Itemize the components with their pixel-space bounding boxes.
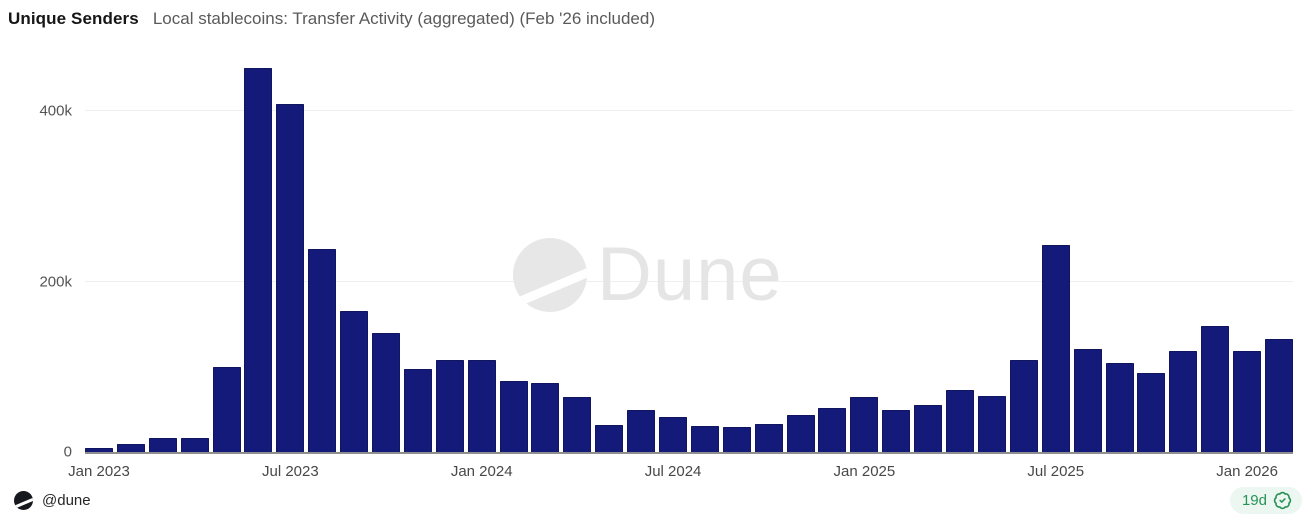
y-tick-0: 0 <box>63 443 72 461</box>
bar-jan-2025[interactable] <box>850 397 879 452</box>
bar-oct-2024[interactable] <box>754 423 783 452</box>
account-link[interactable]: @dune <box>14 490 91 510</box>
bar-jun-2023[interactable] <box>244 68 273 452</box>
freshness-badge-label: 19d <box>1241 491 1267 509</box>
gridline-200k <box>85 280 1293 282</box>
bar-dec-2025[interactable] <box>1201 325 1230 452</box>
bar-may-2023[interactable] <box>212 366 241 452</box>
x-tick-jan-2024: Jan 2024 <box>450 463 513 480</box>
bar-nov-2024[interactable] <box>786 415 815 452</box>
bars <box>85 55 1293 452</box>
x-tick-jan-2026: Jan 2026 <box>1216 463 1278 480</box>
bar-sep-2024[interactable] <box>722 427 751 452</box>
bar-jun-2024[interactable] <box>627 410 656 452</box>
bar-oct-2023[interactable] <box>372 332 401 452</box>
y-tick-400k: 400k <box>39 102 72 120</box>
x-axis-labels: Jan 2023 Jul 2023 Jan 2024 Jul 2024 Jan 2025… <box>68 462 1293 482</box>
bar-sep-2025[interactable] <box>1105 363 1134 452</box>
x-tick-jan-2025: Jan 2025 <box>833 463 896 480</box>
bar-feb-2025[interactable] <box>882 410 911 452</box>
bar-mar-2023[interactable] <box>148 438 177 452</box>
plot-area: Dune <box>85 55 1293 454</box>
bar-jan-2026[interactable] <box>1233 350 1262 452</box>
bar-aug-2025[interactable] <box>1073 348 1102 452</box>
bar-feb-2026[interactable] <box>1264 338 1293 452</box>
metric-label: Unique Senders <box>8 9 139 28</box>
bar-dec-2023[interactable] <box>435 359 464 452</box>
x-tick-jan-2023: Jan 2023 <box>68 463 130 480</box>
bar-feb-2024[interactable] <box>499 381 528 452</box>
chart-header: Unique Senders Local stablecoins: Transf… <box>8 9 1302 29</box>
x-tick-jul-2025: Jul 2025 <box>1027 463 1085 480</box>
verified-seal-icon <box>1273 491 1292 509</box>
y-axis-labels: 0 200k 400k <box>0 55 72 460</box>
y-tick-200k: 200k <box>39 273 72 290</box>
bar-jun-2025[interactable] <box>1009 359 1038 452</box>
bar-may-2024[interactable] <box>595 424 624 452</box>
x-tick-jul-2023: Jul 2023 <box>261 463 319 480</box>
chart-title: Local stablecoins: Transfer Activity (ag… <box>152 9 656 28</box>
freshness-badge[interactable]: 19d <box>1229 486 1302 514</box>
gridline-400k <box>85 110 1293 111</box>
bar-apr-2023[interactable] <box>180 438 209 452</box>
bar-sep-2023[interactable] <box>340 311 369 452</box>
bar-jul-2024[interactable] <box>659 417 688 452</box>
bar-jan-2024[interactable] <box>467 359 496 452</box>
bar-mar-2025[interactable] <box>914 405 943 452</box>
bar-may-2025[interactable] <box>977 395 1006 452</box>
bar-feb-2023[interactable] <box>116 444 145 452</box>
bar-jul-2025[interactable] <box>1041 244 1070 452</box>
bar-aug-2024[interactable] <box>690 426 719 452</box>
bar-aug-2023[interactable] <box>308 249 337 452</box>
bar-oct-2025[interactable] <box>1137 372 1166 452</box>
footer: @dune 19d <box>14 486 1302 514</box>
bar-jan-2023[interactable] <box>85 447 113 452</box>
account-handle: @dune <box>42 491 91 509</box>
x-tick-jul-2024: Jul 2024 <box>644 463 702 480</box>
dune-logo-icon <box>14 490 33 510</box>
bar-apr-2025[interactable] <box>946 389 975 452</box>
bar-jul-2023[interactable] <box>276 104 305 452</box>
bar-dec-2024[interactable] <box>818 407 847 452</box>
bar-nov-2023[interactable] <box>403 368 432 452</box>
bar-nov-2025[interactable] <box>1169 351 1198 452</box>
bar-apr-2024[interactable] <box>563 396 592 452</box>
bar-mar-2024[interactable] <box>531 382 560 452</box>
